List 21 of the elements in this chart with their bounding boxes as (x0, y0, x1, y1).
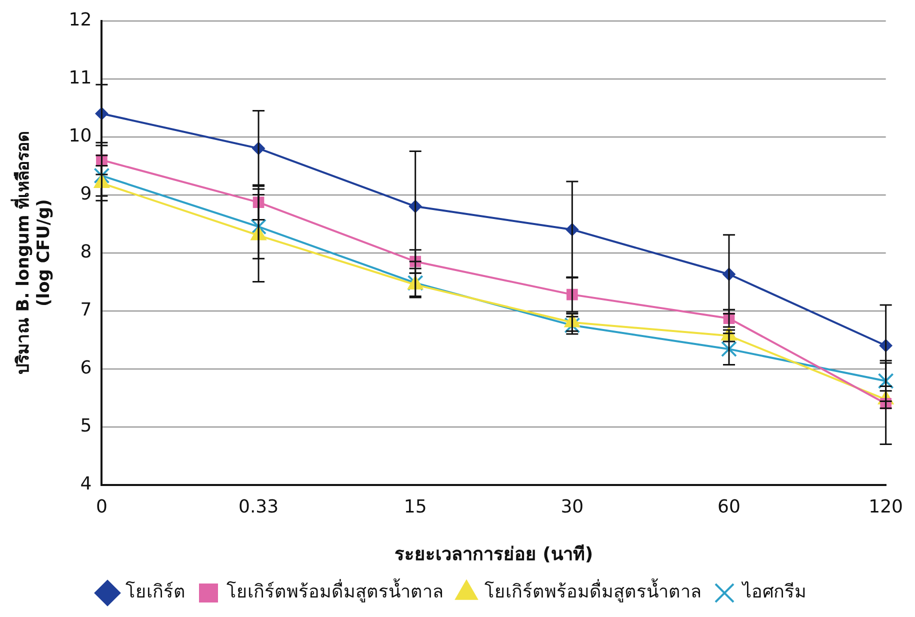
y-tick-label: 12 (68, 9, 92, 30)
legend-label: ไอศกรีม (740, 580, 806, 603)
x-tick-label: 0 (96, 496, 108, 518)
x-tick-label: 120 (868, 496, 903, 518)
legend-label: โยเกิร์ต (126, 580, 186, 603)
y-tick-label: 4 (80, 473, 92, 494)
x-axis-title: ระยะเวลาการย่อย (นาที) (394, 544, 594, 565)
y-tick-label: 7 (80, 299, 92, 320)
y-axis-title: ปริมาณ B. longum ที่เหลือรอด (log CFU/g) (10, 130, 54, 375)
x-tick-label: 30 (560, 496, 584, 518)
x-tick-label: 0.33 (238, 496, 279, 518)
y-tick-label: 6 (80, 357, 92, 378)
y-tick-label: 10 (68, 125, 92, 146)
y-tick-label: 11 (68, 67, 92, 88)
x-tick-label: 15 (404, 496, 427, 518)
y-tick-label: 5 (80, 415, 92, 436)
legend-label: โยเกิร์ตพร้อมดื่มสูตรน้ำตาล (484, 578, 702, 603)
legend-label: โยเกิร์ตพร้อมดื่มสูตรน้ำตาล (226, 578, 444, 603)
x-tick-label: 60 (718, 496, 740, 518)
y-tick-label: 8 (80, 241, 92, 262)
y-tick-label: 9 (80, 183, 92, 204)
